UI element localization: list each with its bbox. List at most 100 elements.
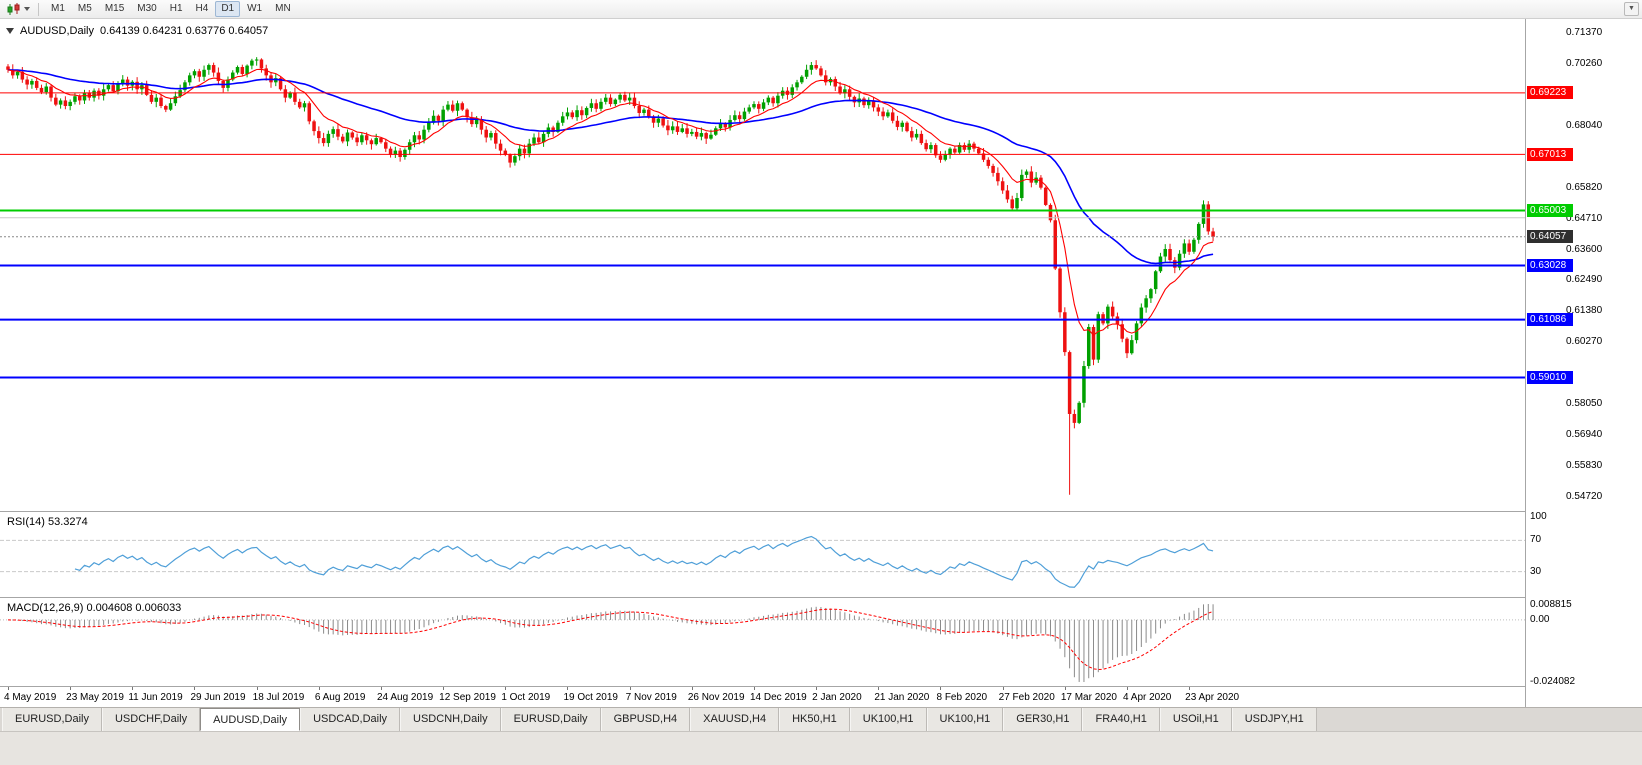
time-axis-label: 11 Jun 2019: [128, 692, 183, 703]
top-toolbar: M1 M5 M15 M30 H1 H4 D1 W1 MN ▼: [0, 0, 1642, 19]
time-axis-label: 7 Nov 2019: [625, 692, 677, 703]
macd-indicator-label: MACD(12,26,9) 0.004608 0.006033: [7, 602, 181, 614]
timeframe-button-mn[interactable]: MN: [269, 1, 297, 17]
level-price-badge: 0.65003: [1527, 203, 1573, 217]
panel-separator: [0, 686, 1642, 687]
time-axis-tick: [629, 687, 631, 690]
time-axis[interactable]: 4 May 2019 23 May 2019 11 Jun 2019 29 Jun 2…: [0, 687, 1525, 707]
time-axis-tick: [505, 687, 507, 690]
price-tick-label: 0.61380: [1566, 305, 1603, 317]
macd-scale-zero-label: 0.00: [1530, 613, 1550, 625]
chart-tab-audusd-daily[interactable]: AUDUSD,Daily: [200, 708, 301, 731]
chart-tab-usoil-h1[interactable]: USOil,H1: [1159, 708, 1232, 731]
level-lines-group: [0, 92, 1525, 379]
price-tick-label: 0.54720: [1566, 491, 1603, 503]
timeframe-button-m30[interactable]: M30: [131, 1, 162, 17]
chart-tab-uk100-h1[interactable]: UK100,H1: [926, 708, 1004, 731]
chart-tab-xauusd-h4[interactable]: XAUUSD,H4: [690, 708, 780, 731]
time-axis-tick: [878, 687, 880, 690]
macd-canvas[interactable]: [0, 598, 1525, 686]
time-axis-label: 17 Mar 2020: [1060, 692, 1117, 703]
chart-tab-ger30-h1[interactable]: GER30,H1: [1003, 708, 1083, 731]
time-axis-tick: [132, 687, 134, 690]
timeframe-button-w1[interactable]: W1: [241, 1, 268, 17]
level-price-badge: 0.59010: [1527, 370, 1573, 384]
chart-tab-fra40-h1[interactable]: FRA40,H1: [1082, 708, 1160, 731]
chart-tab-usdcnh-daily[interactable]: USDCNH,Daily: [400, 708, 501, 731]
rsi-canvas[interactable]: [0, 512, 1525, 597]
time-axis-tick: [753, 687, 755, 690]
time-axis-tick: [1064, 687, 1066, 690]
price-scale[interactable]: 0.71370 0.70260 0.68040 0.65820 0.64710 0.636…: [1525, 19, 1642, 707]
macd-values: 0.004608 0.006033: [86, 602, 182, 614]
rsi-value: 53.3274: [47, 516, 88, 528]
time-axis-label: 18 Jul 2019: [252, 692, 305, 703]
chart-tab-usdchf-daily[interactable]: USDCHF,Daily: [101, 708, 201, 731]
macd-scale-min-label: -0.024082: [1530, 676, 1576, 687]
price-chart-canvas[interactable]: [0, 19, 1525, 511]
time-axis-label: 12 Sep 2019: [439, 692, 496, 703]
level-price-badge: 0.67013: [1527, 147, 1573, 161]
chart-tab-gbpusd-h4[interactable]: GBPUSD,H4: [600, 708, 691, 731]
level-price-badge: 0.63028: [1527, 258, 1573, 272]
chart-title: AUDUSD,Daily 0.64139 0.64231 0.63776 0.6…: [6, 25, 268, 37]
time-axis-tick: [256, 687, 258, 690]
ohlc-values: 0.64139 0.64231 0.63776 0.64057: [99, 25, 269, 37]
time-axis-tick: [443, 687, 445, 690]
chart-tab-usdcad-daily[interactable]: USDCAD,Daily: [300, 708, 401, 731]
time-axis-label: 27 Feb 2020: [998, 692, 1055, 703]
timeframe-toolbar: M1 M5 M15 M30 H1 H4 D1 W1 MN: [45, 1, 297, 17]
timeframe-button-m15[interactable]: M15: [99, 1, 130, 17]
chart-region: AUDUSD,Daily 0.64139 0.64231 0.63776 0.6…: [0, 19, 1642, 707]
timeframe-button-d1[interactable]: D1: [215, 1, 241, 17]
rsi-scale-label: 70: [1530, 534, 1542, 546]
level-price-badge: 0.61086: [1527, 313, 1573, 327]
time-axis-tick: [194, 687, 196, 690]
price-tick-label: 0.70260: [1566, 57, 1603, 69]
rsi-scale-label: 100: [1530, 511, 1547, 522]
time-axis-label: 26 Nov 2019: [687, 692, 745, 703]
price-tick-label: 0.64710: [1566, 212, 1603, 224]
rsi-indicator-label: RSI(14) 53.3274: [7, 516, 88, 528]
time-axis-tick: [380, 687, 382, 690]
chart-type-button[interactable]: [4, 2, 32, 16]
chart-tab-eurusd-daily[interactable]: EURUSD,Daily: [500, 708, 601, 731]
time-axis-label: 19 Oct 2019: [563, 692, 618, 703]
time-axis-tick: [567, 687, 569, 690]
chart-type-dropdown-icon[interactable]: [24, 7, 30, 11]
price-tick-label: 0.55830: [1566, 460, 1603, 472]
time-axis-label: 21 Jan 2020: [874, 692, 930, 703]
price-tick-label: 0.65820: [1566, 181, 1603, 193]
panel-separator[interactable]: [0, 511, 1642, 512]
panel-separator[interactable]: [0, 597, 1642, 598]
time-axis-tick: [8, 687, 9, 690]
time-axis-label: 8 Feb 2020: [936, 692, 988, 703]
toolbar-overflow-button[interactable]: ▼: [1624, 2, 1639, 16]
one-click-trading-icon[interactable]: [6, 28, 14, 34]
time-axis-label: 4 Apr 2020: [1122, 692, 1172, 703]
time-axis-label: 23 Apr 2020: [1185, 692, 1240, 703]
macd-histogram-group: [12, 604, 1214, 682]
time-axis-tick: [318, 687, 320, 690]
price-tick-label: 0.63600: [1566, 243, 1603, 255]
chart-tab-bar: EURUSD,Daily USDCHF,Daily AUDUSD,Daily USDC…: [0, 707, 1642, 731]
price-tick-label: 0.60270: [1566, 336, 1603, 348]
time-axis-tick: [1126, 687, 1128, 690]
timeframe-button-m1[interactable]: M1: [45, 1, 71, 17]
price-tick-label: 0.58050: [1566, 398, 1603, 410]
price-tick-label: 0.68040: [1566, 119, 1603, 131]
timeframe-button-h1[interactable]: H1: [164, 1, 189, 17]
time-axis-label: 24 Aug 2019: [376, 692, 434, 703]
chart-tab-hk50-h1[interactable]: HK50,H1: [779, 708, 850, 731]
chart-tab-eurusd-daily[interactable]: EURUSD,Daily: [2, 708, 102, 731]
time-axis-label: 1 Oct 2019: [501, 692, 551, 703]
chart-tab-usdjpy-h1[interactable]: USDJPY,H1: [1231, 708, 1317, 731]
timeframe-button-h4[interactable]: H4: [190, 1, 215, 17]
chart-tab-uk100-h1[interactable]: UK100,H1: [849, 708, 927, 731]
time-axis-tick: [691, 687, 693, 690]
timeframe-button-m5[interactable]: M5: [72, 1, 98, 17]
price-tick-label: 0.62490: [1566, 274, 1603, 286]
price-tick-label: 0.71370: [1566, 27, 1603, 38]
toolbar-separator: [38, 2, 39, 16]
